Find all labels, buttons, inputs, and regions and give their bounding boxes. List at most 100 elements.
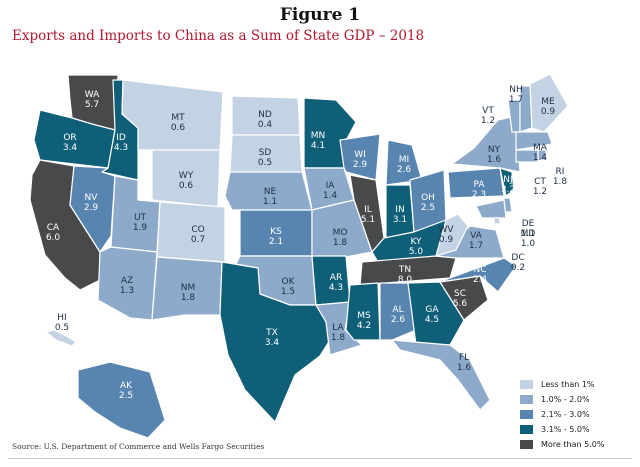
state-hi — [45, 329, 77, 347]
state-label-al: AL — [392, 305, 403, 315]
legend-label: 2.1% - 3.0% — [541, 410, 590, 419]
state-label-ks: KS — [270, 227, 282, 237]
state-value-sd: 0.5 — [258, 158, 272, 168]
state-label-hi: HI — [57, 313, 66, 323]
state-label-wy: WY — [179, 171, 194, 181]
state-value-ct: 1.2 — [533, 187, 547, 197]
state-value-vt: 1.2 — [481, 116, 495, 126]
state-label-ri: RI — [556, 167, 565, 177]
state-value-ca: 6.0 — [46, 233, 61, 243]
state-value-la: 1.8 — [331, 333, 346, 343]
state-ga — [407, 281, 465, 346]
state-value-hi: 0.5 — [55, 323, 69, 333]
legend-swatch — [520, 440, 533, 449]
state-label-wa: WA — [85, 90, 100, 100]
state-value-de: 1.1 — [521, 229, 535, 239]
state-label-tn: TN — [398, 265, 411, 275]
state-value-ma: 1.4 — [533, 153, 548, 163]
state-value-nv: 2.9 — [84, 203, 99, 213]
state-label-ky: KY — [410, 237, 422, 247]
state-label-nc: NC — [473, 265, 486, 275]
state-ak — [77, 361, 166, 439]
bottom-rule — [8, 458, 632, 459]
state-value-or: 3.4 — [63, 143, 78, 153]
state-fl — [391, 339, 491, 411]
state-value-in: 3.1 — [393, 215, 407, 225]
state-label-md: MD — [521, 229, 536, 239]
state-me — [529, 73, 569, 133]
state-value-ks: 2.1 — [269, 237, 283, 247]
state-label-fl: FL — [459, 353, 469, 363]
state-value-mn: 4.1 — [311, 141, 325, 151]
state-label-tx: TX — [265, 328, 278, 338]
state-value-mi: 2.6 — [397, 165, 412, 175]
legend-label: More than 5.0% — [541, 440, 605, 449]
state-label-sd: SD — [259, 148, 272, 158]
state-label-mn: MN — [311, 131, 326, 141]
state-label-nm: NM — [181, 283, 196, 293]
state-value-ok: 1.5 — [281, 287, 295, 297]
state-value-dc: 0.2 — [511, 263, 525, 273]
state-tn — [359, 255, 457, 286]
state-nj — [499, 167, 515, 197]
state-ms — [345, 282, 381, 341]
state-value-wi: 2.9 — [353, 160, 368, 170]
state-pa — [447, 167, 505, 199]
state-value-mt: 0.6 — [171, 123, 186, 133]
state-value-mo: 1.8 — [333, 238, 348, 248]
state-value-nm: 1.8 — [181, 293, 196, 303]
state-value-nd: 0.4 — [258, 120, 273, 130]
state-value-ms: 4.2 — [357, 321, 371, 331]
state-value-nc: 2.4 — [473, 275, 488, 285]
state-label-in: IN — [395, 205, 404, 215]
state-value-ny: 1.6 — [487, 155, 502, 165]
legend-item: 3.1% - 5.0% — [520, 423, 604, 436]
state-value-tx: 3.4 — [265, 338, 280, 348]
legend-swatch — [520, 380, 533, 389]
state-label-az: AZ — [121, 276, 133, 286]
state-mo — [311, 199, 373, 261]
state-value-id: 4.3 — [114, 143, 128, 153]
state-value-nh: 1.7 — [509, 95, 523, 105]
state-label-oh: OH — [421, 193, 435, 203]
legend-item: 1.0% - 2.0% — [520, 393, 604, 406]
state-label-mt: MT — [171, 113, 185, 123]
state-value-fl: 1.6 — [457, 363, 472, 373]
state-value-il: 5.1 — [361, 215, 375, 225]
state-value-ia: 1.4 — [323, 191, 338, 201]
state-ma — [515, 131, 553, 151]
legend-swatch — [520, 425, 533, 434]
state-value-az: 1.3 — [120, 286, 134, 296]
state-value-nj: 3.2 — [501, 185, 515, 195]
state-value-wy: 0.6 — [179, 181, 194, 191]
state-al — [379, 282, 417, 341]
state-label-ms: MS — [357, 311, 371, 321]
state-label-nh: NH — [509, 85, 523, 95]
legend: Less than 1% 1.0% - 2.0% 2.1% - 3.0% 3.1% -… — [520, 378, 604, 453]
state-label-me: ME — [541, 97, 555, 107]
state-value-ri: 1.8 — [553, 177, 568, 187]
state-label-ok: OK — [282, 277, 296, 287]
state-value-va: 1.7 — [469, 241, 483, 251]
state-label-ut: UT — [134, 213, 147, 223]
state-mt — [121, 79, 224, 151]
state-value-md: 1.0 — [521, 239, 536, 249]
state-tx — [219, 261, 331, 423]
state-value-ak: 2.5 — [119, 391, 133, 401]
state-label-ga: GA — [425, 305, 439, 315]
state-value-ut: 1.9 — [133, 223, 148, 233]
state-label-wi: WI — [354, 150, 366, 160]
state-value-oh: 2.5 — [421, 203, 435, 213]
state-label-or: OR — [63, 133, 76, 143]
state-label-mi: MI — [399, 155, 409, 165]
state-label-nv: NV — [85, 193, 99, 203]
legend-label: 3.1% - 5.0% — [541, 425, 590, 434]
state-label-nd: ND — [258, 110, 272, 120]
state-label-co: CO — [191, 225, 204, 235]
state-label-ny: NY — [488, 145, 501, 155]
state-label-ar: AR — [330, 273, 342, 283]
state-label-sc: SC — [454, 289, 466, 299]
state-md — [475, 199, 507, 219]
state-value-al: 2.6 — [391, 315, 406, 325]
